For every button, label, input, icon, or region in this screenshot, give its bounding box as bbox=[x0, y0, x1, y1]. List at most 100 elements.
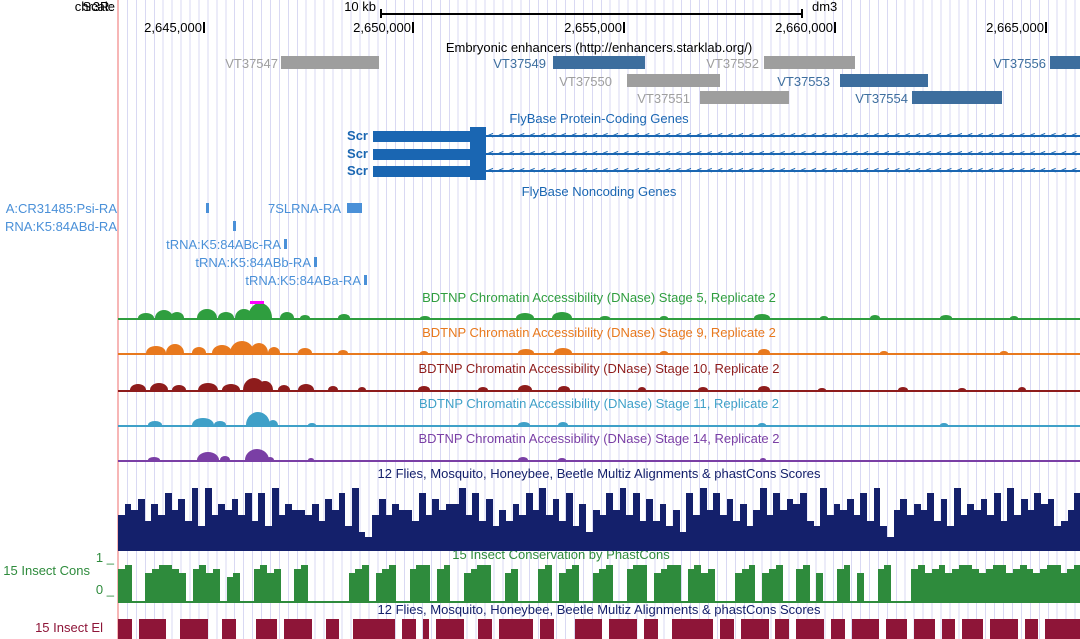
enhancer-box-VT37556[interactable] bbox=[1050, 56, 1080, 69]
conserved-element-block[interactable] bbox=[775, 619, 790, 639]
gene-intron-line[interactable] bbox=[486, 170, 1080, 172]
conserved-element-block[interactable] bbox=[796, 619, 824, 639]
bdtnp-peak[interactable] bbox=[958, 388, 966, 390]
noncoding-gene-tick[interactable] bbox=[364, 275, 367, 285]
bdtnp-peak[interactable] bbox=[250, 343, 268, 353]
bdtnp-peak[interactable] bbox=[660, 351, 668, 353]
bdtnp-peak[interactable] bbox=[820, 316, 828, 318]
bdtnp-peak[interactable] bbox=[172, 385, 186, 390]
bdtnp-peak[interactable] bbox=[214, 421, 226, 425]
bdtnp-peak[interactable] bbox=[192, 418, 214, 425]
bdtnp-peak[interactable] bbox=[758, 423, 766, 425]
conserved-element-block[interactable] bbox=[830, 619, 845, 639]
bdtnp-baseline-3[interactable] bbox=[118, 425, 1080, 427]
bdtnp-peak[interactable] bbox=[218, 312, 234, 318]
track-title-flybase-noncoding[interactable]: FlyBase Noncoding Genes bbox=[521, 184, 677, 199]
bdtnp-peak[interactable] bbox=[197, 309, 217, 318]
bdtnp-peak[interactable] bbox=[245, 449, 269, 460]
bdtnp-peak[interactable] bbox=[150, 383, 168, 390]
enhancer-box-VT37547[interactable] bbox=[281, 56, 379, 69]
bdtnp-peak[interactable] bbox=[166, 344, 184, 353]
conserved-element-block[interactable] bbox=[256, 619, 278, 639]
bdtnp-peak[interactable] bbox=[268, 347, 280, 353]
gene-intron-line[interactable] bbox=[486, 153, 1080, 155]
bdtnp-peak[interactable] bbox=[1018, 387, 1026, 390]
conserved-element-block[interactable] bbox=[284, 619, 312, 639]
enhancer-box-VT37551[interactable] bbox=[700, 91, 789, 104]
track-title-multiz-alignments-1[interactable]: 12 Flies, Mosquito, Honeybee, Beetle Mul… bbox=[377, 466, 821, 481]
bdtnp-peak[interactable] bbox=[230, 341, 254, 353]
track-title-embryonic-enhancers[interactable]: Embryonic enhancers (http://enhancers.st… bbox=[445, 40, 753, 55]
enhancer-box-VT37549[interactable] bbox=[553, 56, 645, 69]
conservation-wiggle[interactable] bbox=[118, 565, 1080, 601]
bdtnp-peak[interactable] bbox=[328, 386, 338, 390]
bdtnp-peak[interactable] bbox=[298, 384, 314, 390]
conserved-element-block[interactable] bbox=[221, 619, 236, 639]
bdtnp-peak[interactable] bbox=[1000, 351, 1008, 353]
gene-intron-line[interactable] bbox=[486, 135, 1080, 137]
conserved-element-block[interactable] bbox=[540, 619, 554, 639]
track-title-bdtnp-0[interactable]: BDTNP Chromatin Accessibility (DNase) St… bbox=[422, 290, 776, 305]
insect-elements-track-label[interactable]: 15 Insect El bbox=[35, 620, 103, 635]
conserved-element-block[interactable] bbox=[436, 619, 465, 639]
bdtnp-peak[interactable] bbox=[880, 351, 888, 353]
conserved-element-block[interactable] bbox=[962, 619, 984, 639]
bdtnp-peak[interactable] bbox=[754, 314, 770, 318]
bdtnp-peak[interactable] bbox=[518, 349, 534, 353]
bdtnp-peak[interactable] bbox=[278, 385, 290, 390]
conserved-element-block[interactable] bbox=[941, 619, 956, 639]
bdtnp-peak[interactable] bbox=[138, 313, 154, 318]
conserved-element-block[interactable] bbox=[574, 619, 603, 639]
bdtnp-peak[interactable] bbox=[552, 312, 572, 318]
bdtnp-peak[interactable] bbox=[148, 457, 160, 460]
track-title-bdtnp-2[interactable]: BDTNP Chromatin Accessibility (DNase) St… bbox=[418, 361, 780, 376]
bdtnp-baseline-2[interactable] bbox=[118, 390, 1080, 392]
noncoding-gene-tick[interactable] bbox=[233, 221, 236, 231]
bdtnp-peak[interactable] bbox=[155, 310, 173, 318]
track-title-insect-conservation[interactable]: 15 Insect Conservation by PhastCons bbox=[452, 547, 670, 562]
bdtnp-peak[interactable] bbox=[818, 388, 826, 390]
conserved-element-block[interactable] bbox=[643, 619, 658, 639]
bdtnp-peak[interactable] bbox=[192, 347, 206, 353]
enhancer-box-VT37553[interactable] bbox=[840, 74, 928, 87]
conserved-element-block[interactable] bbox=[851, 619, 880, 639]
bdtnp-peak[interactable] bbox=[268, 420, 278, 425]
bdtnp-peak[interactable] bbox=[420, 316, 430, 318]
bdtnp-peak[interactable] bbox=[940, 423, 948, 425]
bdtnp-baseline-1[interactable] bbox=[118, 353, 1080, 355]
bdtnp-peak[interactable] bbox=[518, 457, 528, 460]
conserved-element-block[interactable] bbox=[401, 619, 416, 639]
bdtnp-peak[interactable] bbox=[518, 385, 532, 390]
bdtnp-baseline-4[interactable] bbox=[118, 460, 1080, 462]
bdtnp-peak[interactable] bbox=[940, 315, 952, 318]
bdtnp-baseline-0[interactable] bbox=[118, 318, 1080, 320]
conserved-element-block[interactable] bbox=[1024, 619, 1039, 639]
bdtnp-peak[interactable] bbox=[246, 412, 270, 425]
enhancer-box-VT37554[interactable] bbox=[912, 91, 1002, 104]
conserved-element-block[interactable] bbox=[353, 619, 395, 639]
bdtnp-peak[interactable] bbox=[300, 315, 310, 318]
conserved-element-block[interactable] bbox=[498, 619, 534, 639]
noncoding-gene-tick[interactable] bbox=[314, 257, 317, 267]
bdtnp-peak[interactable] bbox=[338, 314, 350, 318]
gene-exon-box[interactable] bbox=[373, 166, 470, 177]
bdtnp-peak[interactable] bbox=[197, 452, 219, 460]
conserved-element-block[interactable] bbox=[671, 619, 714, 639]
conserved-element-block[interactable] bbox=[990, 619, 1018, 639]
bdtnp-peak[interactable] bbox=[554, 348, 572, 353]
bdtnp-peak[interactable] bbox=[760, 458, 766, 460]
conserved-element-block[interactable] bbox=[138, 619, 167, 639]
bdtnp-peak[interactable] bbox=[758, 349, 770, 353]
bdtnp-peak[interactable] bbox=[600, 316, 610, 318]
conserved-element-block[interactable] bbox=[325, 619, 340, 639]
bdtnp-peak[interactable] bbox=[418, 386, 430, 390]
bdtnp-peak[interactable] bbox=[248, 303, 272, 318]
bdtnp-peak[interactable] bbox=[1010, 316, 1018, 318]
multiz-alignment-wiggle[interactable] bbox=[118, 487, 1080, 551]
enhancer-box-VT37550[interactable] bbox=[627, 74, 720, 87]
track-title-flybase-protein-coding[interactable]: FlyBase Protein-Coding Genes bbox=[509, 111, 689, 126]
bdtnp-peak[interactable] bbox=[308, 423, 316, 425]
bdtnp-peak[interactable] bbox=[478, 387, 488, 390]
bdtnp-peak[interactable] bbox=[338, 350, 348, 353]
bdtnp-peak[interactable] bbox=[698, 387, 708, 390]
